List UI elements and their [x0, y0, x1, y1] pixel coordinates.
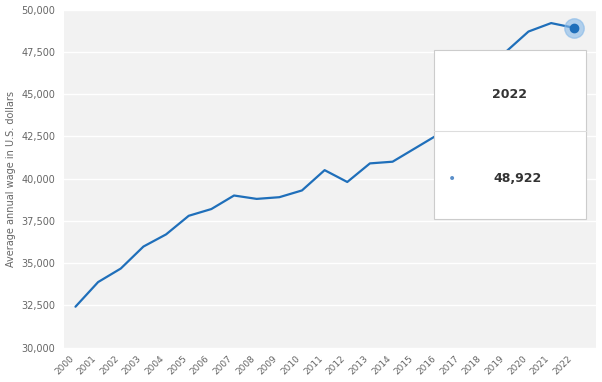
Text: 48,922: 48,922: [494, 172, 542, 185]
Text: 2022: 2022: [492, 87, 527, 100]
Y-axis label: Average annual wage in U.S. dollars: Average annual wage in U.S. dollars: [5, 91, 16, 267]
Text: •: •: [448, 172, 456, 186]
